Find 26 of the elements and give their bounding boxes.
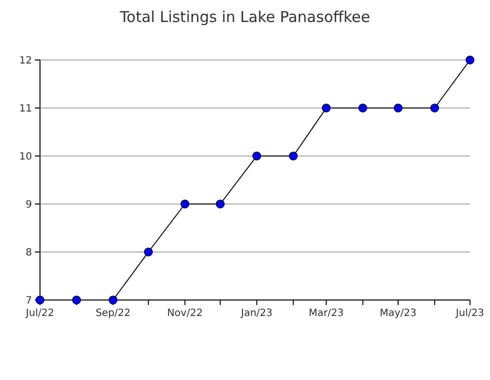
x-tick-label: Mar/23 <box>308 308 344 319</box>
x-tick-label: Jan/23 <box>240 308 273 319</box>
point <box>394 104 403 112</box>
y-tick-label: 10 <box>19 152 32 162</box>
x-tick-label: May/23 <box>380 308 417 319</box>
y-tick-label: 9 <box>26 200 32 210</box>
x-tick-label: Sep/22 <box>96 308 131 319</box>
y-tick-label: 7 <box>26 296 32 306</box>
point <box>252 152 262 160</box>
point <box>108 296 118 304</box>
y-tick-label: 11 <box>19 104 32 114</box>
chart-title: Total Listings in Lake Panasoffkee <box>118 8 370 26</box>
x-tick-label: Jul/22 <box>24 308 54 319</box>
point <box>72 296 81 304</box>
point <box>466 56 474 64</box>
point <box>180 200 190 208</box>
point <box>358 104 368 112</box>
point <box>430 104 440 112</box>
point <box>144 248 153 256</box>
point <box>288 152 298 160</box>
point <box>322 104 331 112</box>
point <box>216 200 225 208</box>
x-tick-label: Jul/23 <box>454 308 484 319</box>
y-tick-label: 12 <box>19 56 32 66</box>
y-tick-label: 8 <box>26 248 32 258</box>
x-tick-label: Nov/22 <box>167 308 203 319</box>
